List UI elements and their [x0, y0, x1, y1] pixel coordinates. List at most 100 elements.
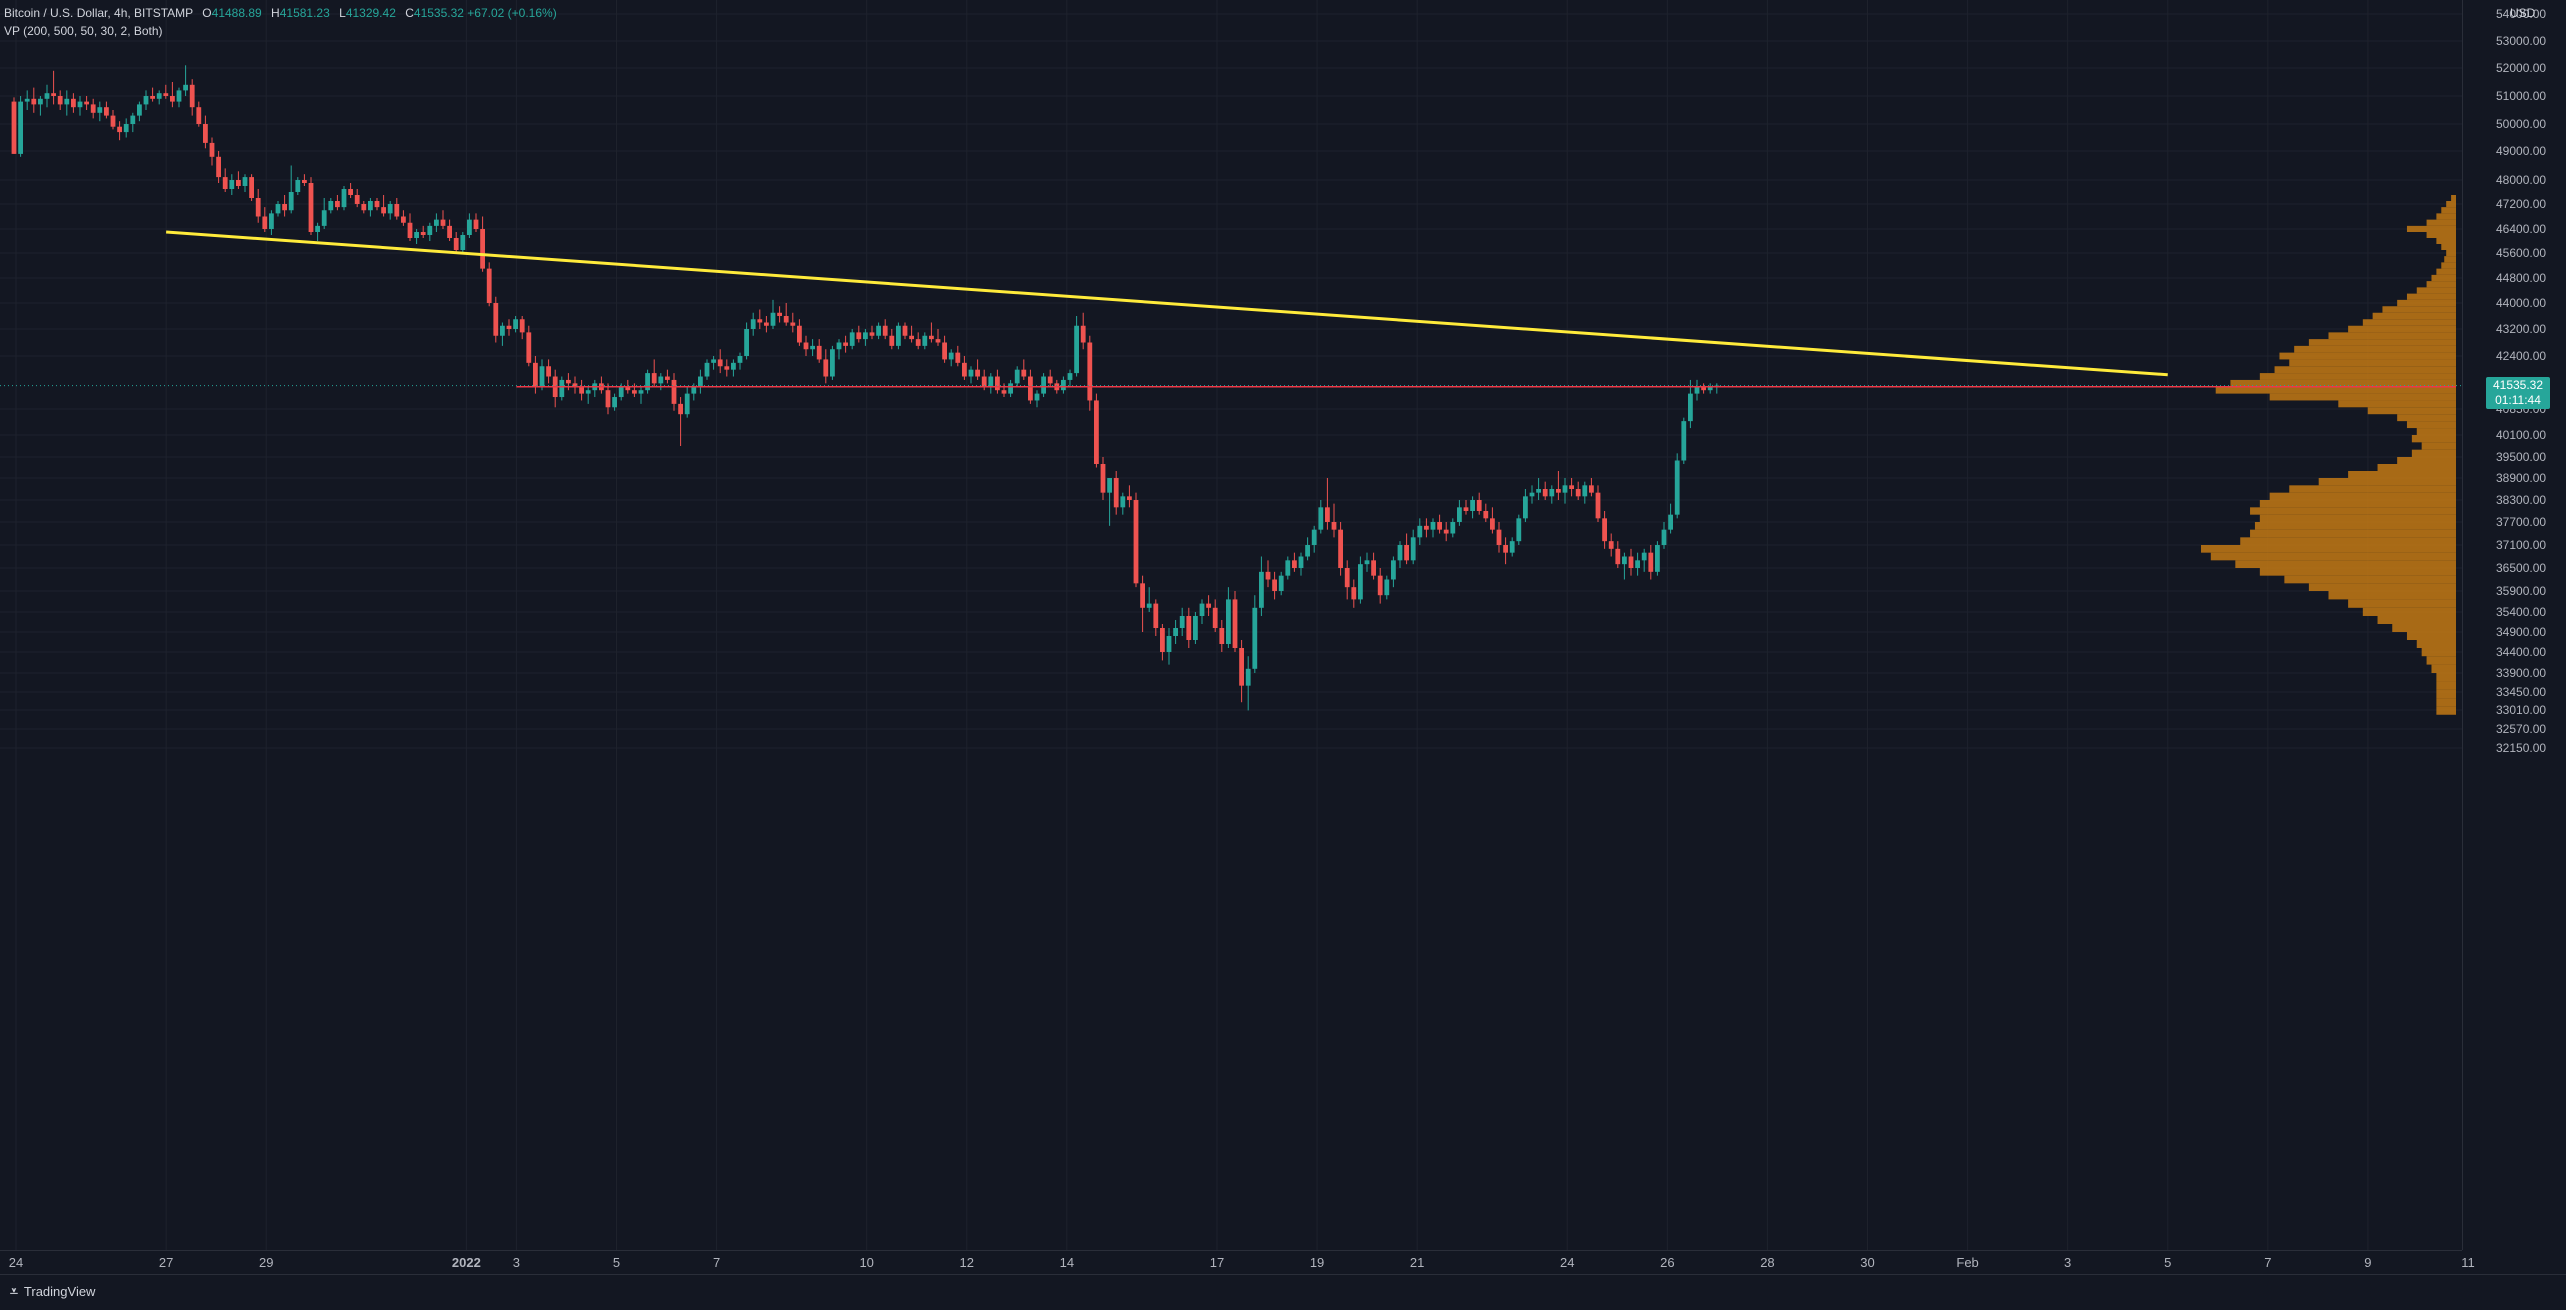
candle-body [585, 390, 591, 394]
price-tick-label: 34400.00 [2496, 645, 2547, 659]
candle-body [282, 204, 287, 211]
price-tick-label: 35900.00 [2496, 584, 2547, 598]
candle-body [1120, 496, 1126, 508]
candle-body [1100, 464, 1106, 493]
candle-body [863, 332, 868, 340]
candle-body [242, 177, 248, 186]
candle-body [1575, 489, 1581, 497]
candle-body [1694, 386, 1700, 394]
close-value: 41535.32 [413, 6, 464, 20]
candle-body [1278, 575, 1284, 591]
candle-body [308, 183, 314, 232]
candle-body [1589, 485, 1594, 493]
volume-profile-bar [2235, 560, 2456, 568]
volume-profile-bar [2377, 616, 2456, 624]
volume-profile-legend[interactable]: VP (200, 500, 50, 30, 2, Both) [4, 24, 163, 38]
time-tick-label: 11 [2461, 1255, 2475, 1270]
candle-body [51, 93, 56, 96]
time-tick-label: 3 [2064, 1255, 2072, 1270]
candle-body [1153, 603, 1159, 628]
symbol-title[interactable]: Bitcoin / U.S. Dollar, 4h, BITSTAMP [4, 6, 193, 20]
candle-body [539, 366, 545, 387]
candle-body [269, 213, 274, 229]
candle-body [797, 325, 802, 343]
candle-body [1556, 489, 1561, 493]
candle-body [777, 312, 782, 316]
candle-body [876, 325, 881, 336]
candle-body [711, 359, 716, 363]
candle-body [90, 104, 96, 113]
candle-body [315, 225, 320, 232]
candle-body [1622, 556, 1627, 565]
price-tick-label: 47200.00 [2496, 197, 2547, 211]
price-tick-label: 46400.00 [2496, 222, 2547, 236]
candle-body [1358, 564, 1363, 600]
candle-body [1430, 522, 1436, 530]
time-axis[interactable]: 24 27 29 2022 3 5 7 10 12 14 17 19 21 24 26 28 30 Feb 3 5 7 9… [0, 1250, 2475, 1273]
price-tick-label: 51000.00 [2496, 89, 2547, 103]
candle-body [684, 393, 690, 415]
time-tick-label: 10 [859, 1255, 874, 1270]
candle-body [196, 107, 202, 124]
time-tick-label: 5 [612, 1255, 621, 1270]
candle-body [117, 126, 122, 133]
volume-profile-bar [2362, 319, 2456, 326]
volume-profile-bar [2441, 262, 2456, 269]
candle-body [1140, 583, 1145, 608]
candle-body [183, 84, 188, 91]
high-value: 41581.23 [279, 6, 330, 20]
candle-body [275, 204, 281, 214]
volume-profile-bar [2436, 673, 2456, 682]
price-tick-label: 53000.00 [2496, 34, 2547, 48]
price-tick-label: 43200.00 [2496, 322, 2547, 336]
candle-body [500, 325, 505, 336]
candle-body [473, 219, 479, 229]
volume-profile-bar [2240, 537, 2456, 545]
candle-body [394, 204, 400, 217]
candle-body [1351, 587, 1357, 600]
last-price-value: 41535.32 [2492, 377, 2544, 392]
tradingview-logo[interactable]: ⩡ TradingView [10, 1283, 95, 1300]
price-tick-label: 48000.00 [2496, 173, 2547, 187]
candle-body [156, 93, 162, 99]
candle-body [288, 192, 294, 211]
volume-profile-bar [2274, 366, 2456, 374]
candle-body [1094, 400, 1099, 464]
candle-body [11, 101, 17, 154]
volume-profile-bar [2411, 435, 2456, 443]
candle-body [1529, 492, 1535, 497]
price-tick-label: 50000.00 [2496, 117, 2547, 131]
candle-body [427, 225, 433, 235]
candle-body [1008, 383, 1013, 394]
candle-body [665, 376, 670, 380]
candle-body [1648, 552, 1654, 572]
candle-body [698, 376, 703, 387]
candle-body [737, 356, 743, 363]
price-tick-label: 45600.00 [2496, 246, 2547, 260]
ohlc-legend: Bitcoin / U.S. Dollar, 4h, BITSTAMP O414… [4, 4, 557, 22]
time-tick-label: 21 [1409, 1255, 1425, 1270]
volume-profile-bar [2279, 352, 2456, 360]
time-tick-label: 24 [8, 1255, 24, 1270]
candle-body [1311, 529, 1317, 545]
price-tick-label: 44800.00 [2496, 271, 2547, 285]
last-price-badge: 41535.32 01:11:44 [2486, 376, 2550, 409]
candle-body [1641, 552, 1647, 561]
candle-body [176, 90, 182, 102]
candle-body [750, 319, 756, 329]
price-axis[interactable]: 54000.00 53000.00 52000.00 51000.00 50000.00… [2462, 0, 2566, 1250]
time-tick-label: 27 [158, 1255, 174, 1270]
candle-body [1212, 607, 1218, 628]
candle-body [170, 96, 175, 102]
price-tick-label: 42400.00 [2496, 349, 2547, 363]
price-tick-label: 32150.00 [2496, 741, 2547, 755]
volume-profile-bar [2436, 698, 2456, 707]
candle-body [1655, 545, 1660, 572]
time-tick-label: 17 [1209, 1255, 1225, 1270]
price-chart[interactable] [0, 0, 2462, 1250]
candle-body [1523, 496, 1528, 519]
candle-body [1470, 500, 1475, 511]
chart-area[interactable] [0, 0, 2463, 1250]
candle-body [1483, 511, 1489, 519]
currency-label[interactable]: USD [2510, 6, 2536, 20]
